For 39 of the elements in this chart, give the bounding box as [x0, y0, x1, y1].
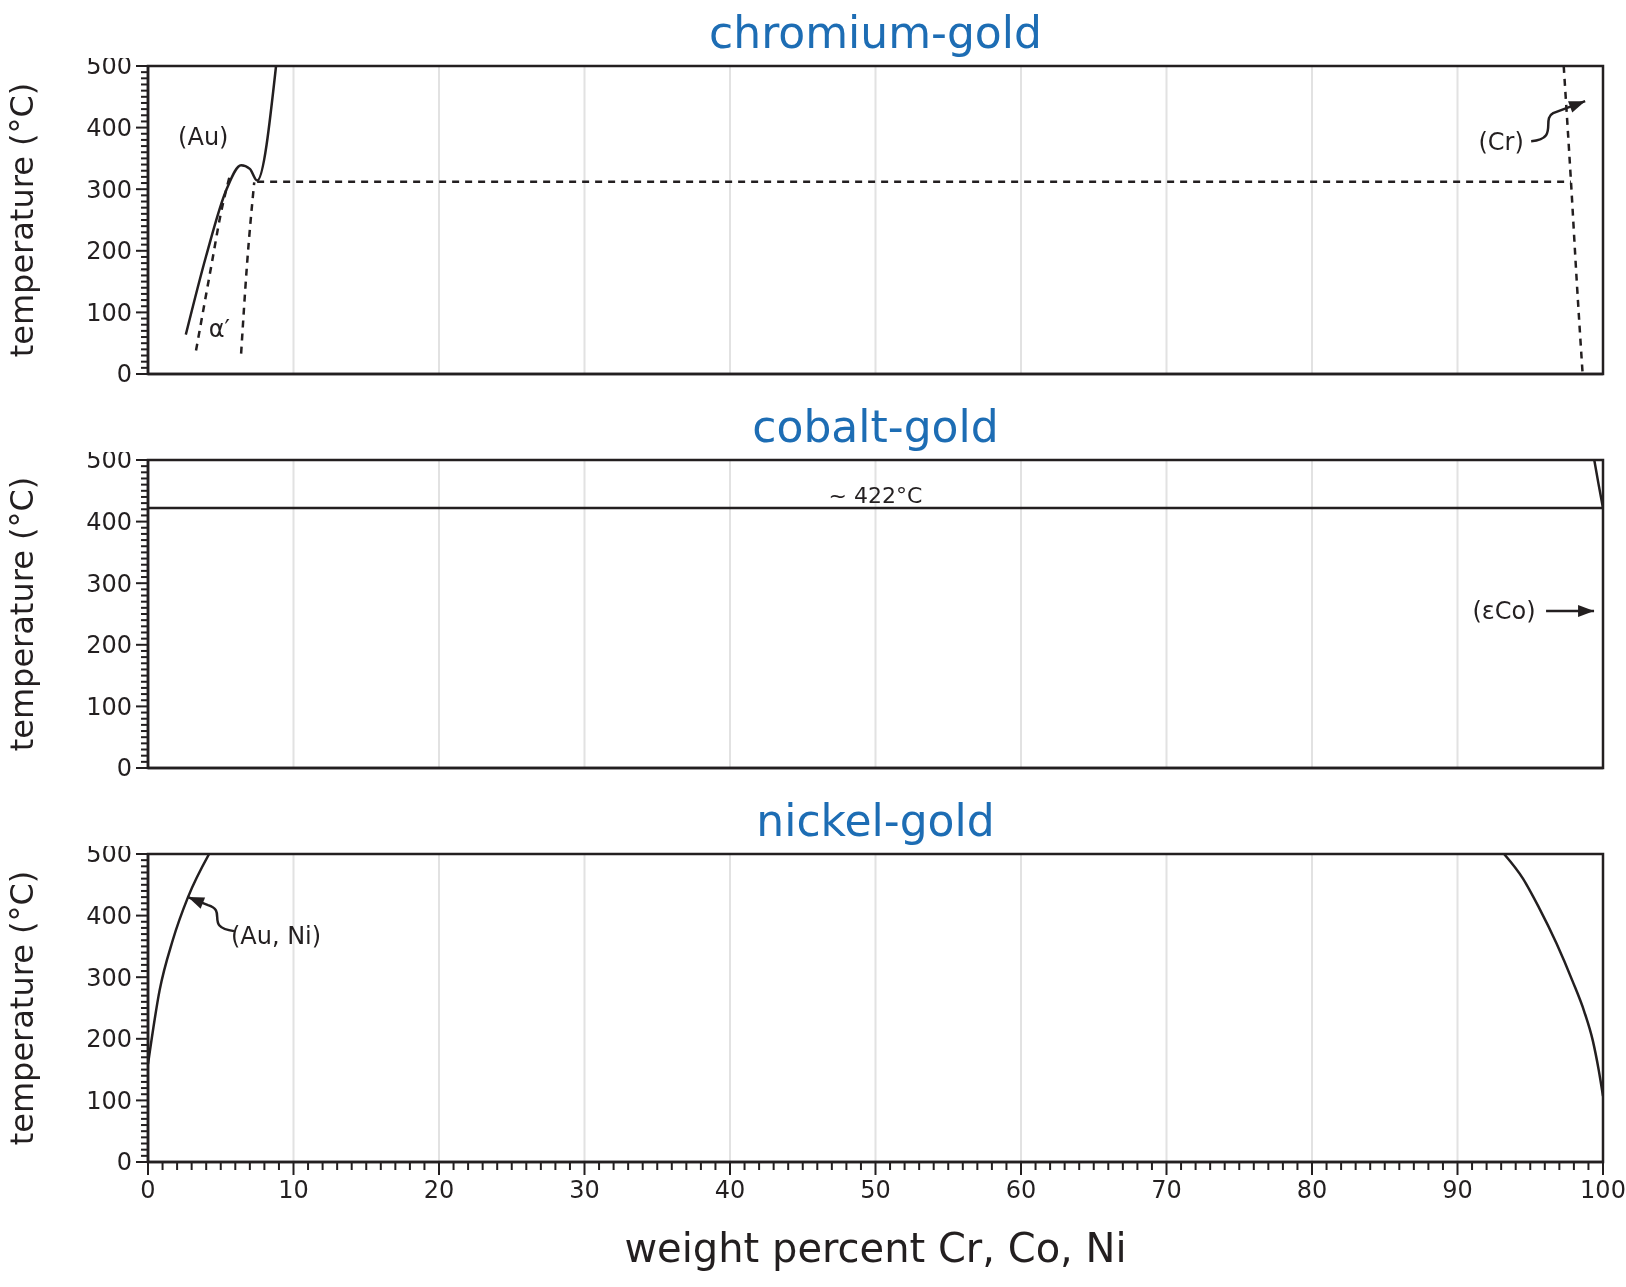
- chart-title: cobalt-gold: [751, 401, 1000, 452]
- y-tick-label: 0: [116, 754, 132, 783]
- x-tick-label: 40: [714, 1176, 746, 1204]
- y-tick-label: 300: [86, 963, 132, 992]
- annotation: (Cr): [1478, 127, 1524, 156]
- x-tick-label: 60: [1005, 1176, 1037, 1204]
- x-axis-title: weight percent Cr, Co, Ni: [624, 1225, 1127, 1271]
- y-tick-label: 400: [86, 508, 132, 536]
- ref-line-label: ~ 422°C: [828, 483, 923, 509]
- annotation: (Au): [178, 123, 229, 152]
- x-tick-label: 90: [1442, 1176, 1473, 1204]
- y-tick-label: 400: [86, 902, 132, 930]
- y-tick-label: 400: [86, 114, 132, 142]
- y-tick-label: 300: [86, 569, 132, 598]
- x-tick-label: 50: [860, 1176, 891, 1204]
- chart-title: chromium-gold: [708, 7, 1043, 58]
- x-tick-label: 20: [423, 1176, 455, 1204]
- annotation: (Au, Ni): [230, 921, 322, 950]
- x-tick-label: 80: [1296, 1176, 1328, 1204]
- y-tick-label: 200: [86, 237, 132, 266]
- y-axis-title: temperature (°C): [3, 82, 42, 358]
- x-tick-label: 70: [1151, 1176, 1182, 1204]
- y-tick-label: 200: [86, 1025, 132, 1054]
- x-tick-label: 10: [278, 1176, 309, 1204]
- annotation: (εCo): [1472, 597, 1536, 626]
- x-tick-label: 0: [140, 1176, 156, 1204]
- y-tick-label: 0: [116, 1148, 132, 1177]
- x-tick-label: 100: [1580, 1176, 1626, 1204]
- annotation: α′: [208, 314, 230, 343]
- y-axis-title: temperature (°C): [3, 476, 42, 752]
- y-tick-label: 100: [86, 692, 132, 721]
- y-tick-label: 300: [86, 175, 132, 204]
- y-tick-label: 100: [86, 1086, 132, 1115]
- y-axis-title: temperature (°C): [3, 870, 42, 1146]
- chart-title: nickel-gold: [755, 795, 996, 846]
- y-tick-label: 200: [86, 631, 132, 660]
- x-tick-label: 30: [569, 1176, 600, 1204]
- y-tick-label: 0: [116, 360, 132, 389]
- y-tick-label: 100: [86, 298, 132, 327]
